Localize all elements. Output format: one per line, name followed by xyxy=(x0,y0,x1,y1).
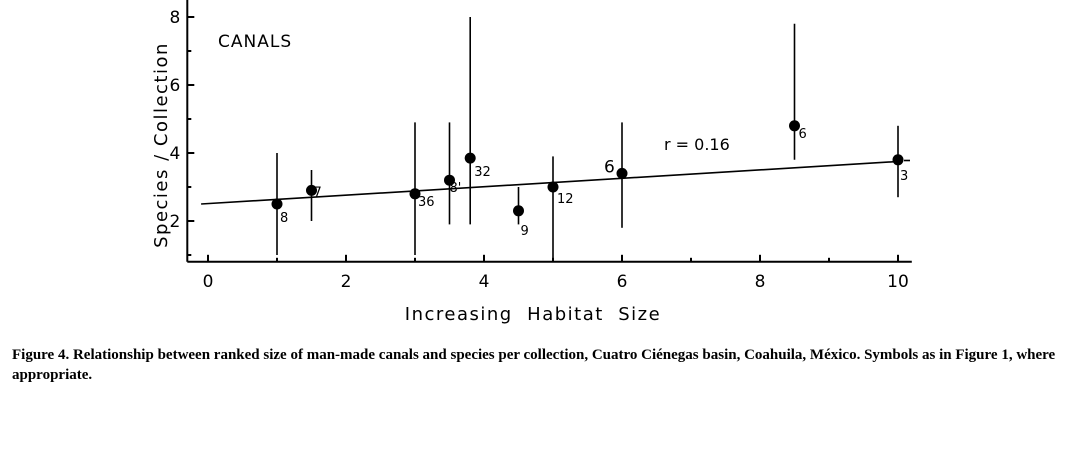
figure-caption: Figure 4. Relationship between ranked si… xyxy=(12,347,1056,383)
point-label: 9 xyxy=(521,224,529,239)
y-axis-label: Species / Collection xyxy=(151,42,172,248)
data-point-group: 8 xyxy=(271,153,288,255)
data-point xyxy=(306,184,317,196)
data-point-group: 32 xyxy=(464,17,491,225)
data-point xyxy=(892,154,904,166)
point-label: 12 xyxy=(557,192,574,207)
point-label: 6 xyxy=(604,157,615,177)
x-tick-label: 6 xyxy=(617,272,628,292)
data-point-group: 6 xyxy=(789,23,807,160)
point-label: 3 xyxy=(900,169,908,184)
x-axis-label: Increasing Habitat Size xyxy=(405,304,661,325)
x-tick-label: 8 xyxy=(755,272,766,292)
y-tick-label: 6 xyxy=(169,76,180,96)
axes: 0 2 4 6 8 10 2 4 6 8 xyxy=(169,0,912,292)
x-tick-label: 4 xyxy=(479,272,490,292)
point-label: 8 xyxy=(280,211,288,226)
y-tick-label: 2 xyxy=(169,212,180,232)
data-point xyxy=(409,188,421,200)
y-tick-label: 4 xyxy=(169,144,180,164)
point-label: 8' xyxy=(450,181,462,196)
data-point-group: 36 xyxy=(409,122,435,255)
panel-label: CANALS xyxy=(218,32,292,52)
data-point xyxy=(444,174,455,186)
data-point xyxy=(464,152,476,164)
data-point xyxy=(547,181,559,193)
data-point-group: 7 xyxy=(306,170,322,221)
scatter-chart: 0 2 4 6 8 10 2 4 6 8 8 7 36 8' 32 9 12 6 6 3 CANALS r = 0.… xyxy=(151,0,912,325)
point-label: 32 xyxy=(474,165,491,180)
data-point-group: 6 xyxy=(604,122,628,228)
data-point-group: 3 xyxy=(892,125,908,198)
point-label: 7 xyxy=(314,185,322,200)
point-label: 36 xyxy=(418,195,435,210)
point-label: 6 xyxy=(799,127,807,142)
data-marks: 8 7 36 8' 32 9 12 6 6 3 xyxy=(201,17,910,259)
x-tick-label: 2 xyxy=(341,272,352,292)
data-point-group: 8' xyxy=(444,122,462,225)
data-point xyxy=(616,167,628,179)
data-point-group: 12 xyxy=(547,156,574,259)
correlation-annotation: r = 0.16 xyxy=(664,135,730,154)
y-tick-label: 8 xyxy=(169,8,180,28)
data-point xyxy=(513,205,524,217)
data-point xyxy=(789,120,800,132)
data-point xyxy=(271,198,283,210)
data-point-group: 9 xyxy=(513,187,529,239)
x-tick-label: 0 xyxy=(203,272,214,292)
x-tick-label: 10 xyxy=(887,272,909,292)
